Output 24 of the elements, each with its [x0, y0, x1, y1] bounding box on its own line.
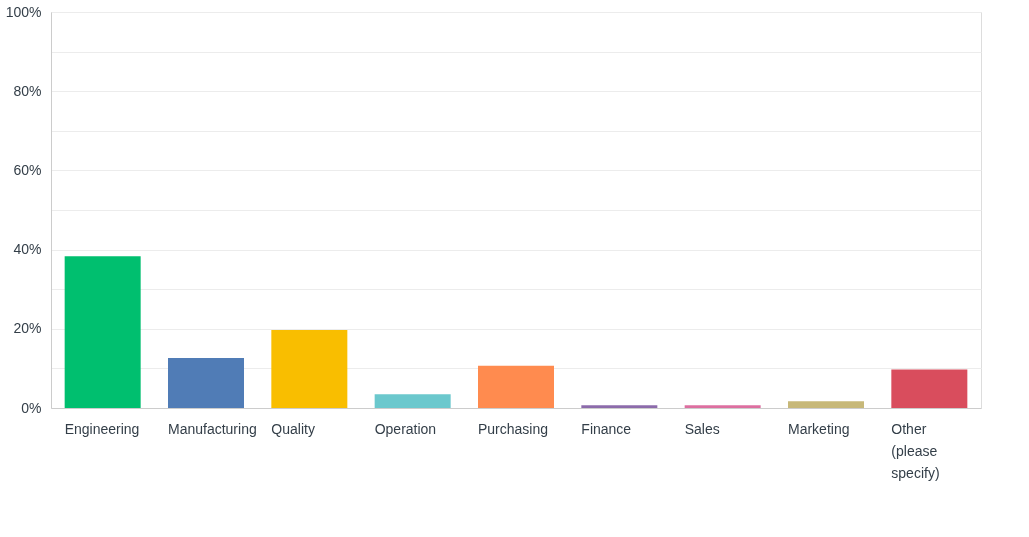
y-tick-label: 60% — [13, 161, 42, 178]
y-tick-label: 80% — [13, 82, 42, 99]
x-tick-label: Manufacturing — [168, 420, 257, 437]
bar — [478, 365, 554, 408]
bar — [168, 358, 244, 408]
x-tick-label: Operation — [374, 420, 437, 437]
x-tick-label: Engineering — [64, 420, 140, 437]
y-tick-label: 40% — [13, 241, 42, 258]
bar — [271, 329, 348, 408]
x-tick-label: Purchasing — [478, 420, 549, 437]
y-tick-label: 20% — [13, 320, 42, 337]
x-tick-label: Sales — [684, 420, 720, 437]
x-tick-label: Marketing — [788, 420, 850, 437]
x-tick-label: Other (please specify) — [891, 420, 940, 481]
bar — [374, 394, 451, 408]
x-tick-label: Quality — [271, 420, 315, 437]
y-tick-label: 0% — [21, 399, 42, 416]
bar — [891, 369, 968, 408]
bar — [788, 401, 864, 408]
bar — [581, 405, 658, 408]
y-tick-label: 100% — [5, 3, 42, 20]
x-tick-label: Finance — [581, 420, 632, 437]
bar — [64, 256, 141, 408]
bar — [684, 405, 761, 408]
